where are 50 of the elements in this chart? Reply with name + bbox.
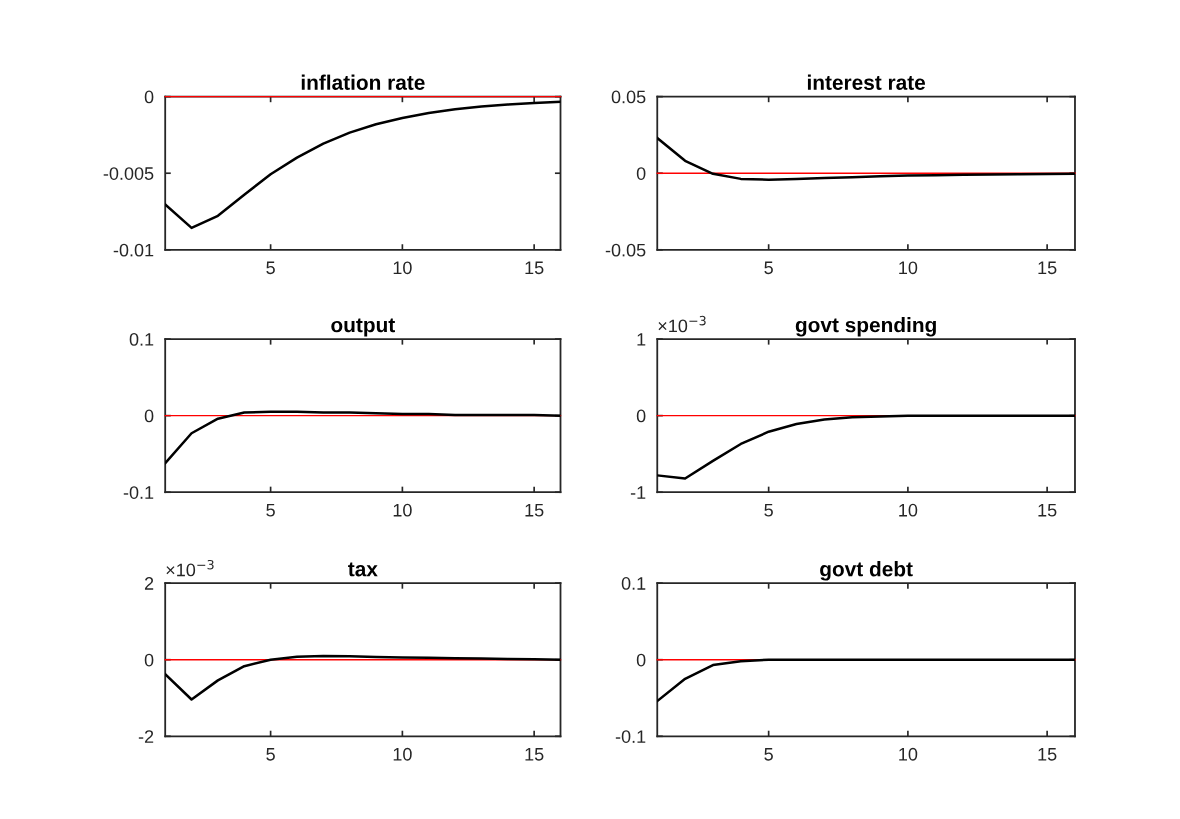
chart-title: govt debt [820,561,913,581]
x-tick-label: 10 [899,503,918,517]
y-tick-label: -0.005 [103,167,154,180]
x-tick-label: 15 [525,503,544,517]
chart-title: tax [348,562,378,577]
y-tick-label: -0.1 [123,486,154,499]
x-tick-label: 5 [764,261,773,275]
y-tick-label: 0 [636,167,646,180]
x-tick-label: 5 [266,261,275,275]
y-tick-label: 0 [144,409,154,423]
x-tick-label: 5 [764,748,773,761]
y-tick-label: 2 [144,577,154,590]
line-series [657,136,1075,181]
x-tick-label: 5 [764,503,773,517]
y-tick-label: -1 [630,486,646,499]
y-tick-label: 0.1 [129,333,154,346]
line-series [657,414,1075,480]
chart-title: govt spending [795,317,936,337]
y-tick-label: 0.05 [611,90,646,104]
x-tick-label: 5 [266,748,275,761]
x-tick-label: 15 [525,748,544,761]
text: ×10$^{−3}$ [166,559,214,577]
x-tick-label: 5 [266,503,275,517]
y-tick-label: -2 [138,730,154,743]
y-tick-label: 1 [637,333,646,346]
y-tick-label: 0.1 [621,577,646,590]
x-tick-label: 10 [899,261,918,275]
chart-title: output [331,318,395,337]
y-tick-label: -0.1 [615,730,646,743]
x-tick-label: 15 [1038,503,1057,517]
x-tick-label: 10 [393,503,412,517]
chart-title: interest rate [807,74,926,90]
text: ×10$^{−3}$ [658,315,706,333]
x-tick-label: 10 [899,747,918,761]
y-tick-label: -0.05 [605,243,646,257]
y-tick-label: 0 [636,409,646,423]
y-tick-label: 0 [144,653,154,667]
x-tick-label: 10 [393,261,412,275]
line-series [657,658,1075,703]
y-tick-label: 0 [636,653,646,667]
chart-title: inflation rate [301,74,425,90]
x-tick-label: 15 [1038,748,1057,761]
y-tick-label: -0.01 [113,243,154,257]
y-tick-label: 0 [144,90,154,104]
x-tick-label: 10 [393,747,412,761]
line-series [165,654,561,701]
x-tick-label: 15 [525,261,544,275]
line-series [165,410,561,465]
line-series [165,100,561,230]
x-tick-label: 15 [1038,261,1057,275]
